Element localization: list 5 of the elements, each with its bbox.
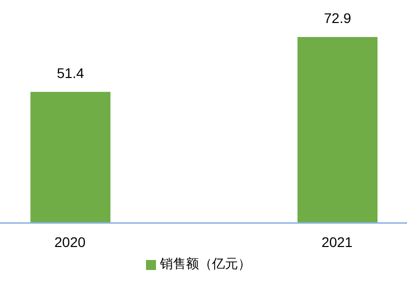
data-label: 51.4 xyxy=(56,64,84,81)
x-tick-label: 2021 xyxy=(321,234,353,250)
data-label: 72.9 xyxy=(324,10,352,26)
legend-label: 销售额（亿元） xyxy=(160,256,251,271)
x-tick-label: 2020 xyxy=(54,234,86,250)
